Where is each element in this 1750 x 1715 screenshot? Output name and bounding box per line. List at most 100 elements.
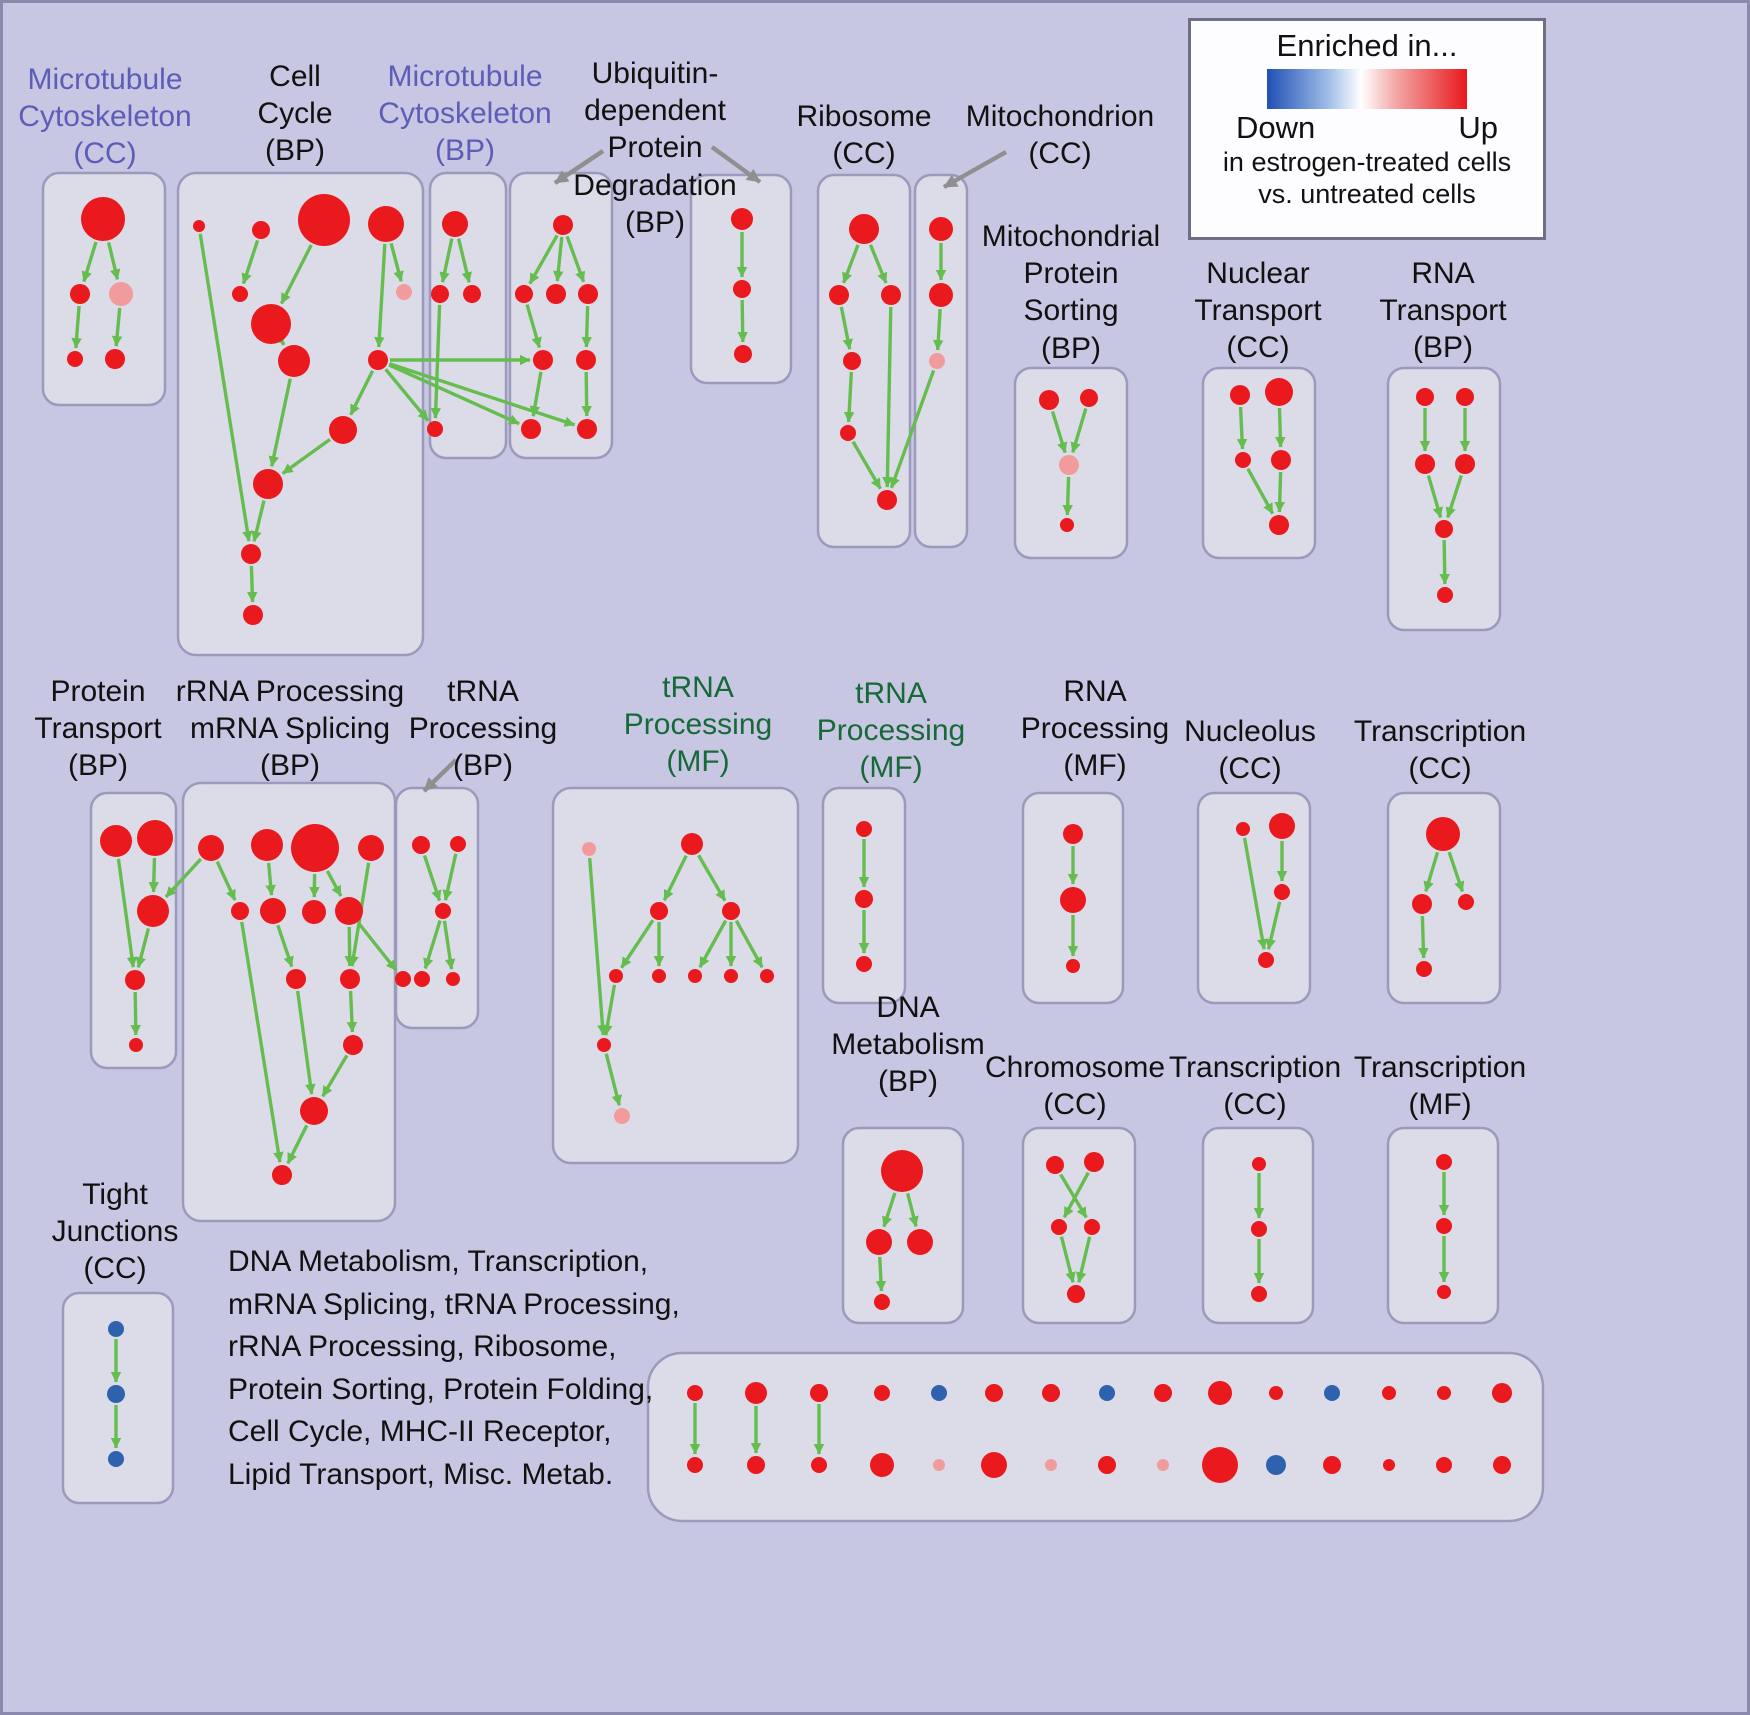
network-edge — [442, 920, 456, 970]
gene-node-red — [302, 900, 326, 924]
group-label-rna-transport-bp: RNA Transport (BP) — [1379, 257, 1507, 365]
gene-node-red — [681, 833, 703, 855]
gene-node-red — [1269, 1386, 1283, 1400]
legend-scale-labels: Down Up — [1236, 110, 1498, 146]
gene-node-blue — [108, 1321, 124, 1337]
network-edge — [71, 305, 82, 349]
network-edge — [241, 239, 260, 285]
gene-node-red — [1437, 1386, 1451, 1400]
gene-node-red — [1271, 450, 1291, 470]
network-diagram — [41, 145, 1545, 1523]
gene-node-red — [450, 836, 466, 852]
gene-node-red — [929, 283, 953, 307]
gene-node-pink — [1059, 455, 1079, 475]
gene-node-red — [881, 285, 901, 305]
gene-node-pink — [582, 842, 596, 856]
network-edge — [81, 241, 98, 283]
gene-node-red — [1265, 378, 1293, 406]
gene-node-red — [427, 421, 443, 437]
gene-node-red — [1067, 1285, 1085, 1303]
gene-node-red — [515, 285, 533, 303]
gene-node-red — [733, 280, 751, 298]
network-edge — [565, 235, 586, 283]
gene-node-pink — [109, 282, 133, 306]
network-edge — [130, 991, 141, 1036]
gene-node-red — [343, 1035, 363, 1055]
legend-subtitle-1: in estrogen-treated cells — [1222, 147, 1512, 177]
network-edge — [389, 242, 404, 282]
gene-node-red — [687, 1457, 703, 1473]
network-edge — [1070, 408, 1088, 454]
network-edge — [1059, 1236, 1076, 1283]
gene-node-red — [1437, 587, 1453, 603]
group-label-trna-processing-bp: tRNA Processing (BP) — [408, 675, 558, 783]
gene-node-red — [231, 902, 249, 920]
group-box-chromosome — [1021, 1126, 1137, 1325]
network-edge — [620, 919, 655, 969]
group-label-transcription-cc-2: Transcription (CC) — [1168, 1051, 1342, 1122]
network-edge — [882, 306, 893, 488]
gene-node-red — [1251, 1286, 1267, 1302]
group-label-rna-processing-mf: RNA Processing (MF) — [1020, 675, 1170, 783]
network-edge — [868, 244, 888, 284]
network-edge — [274, 333, 286, 346]
group-label-microtubule-cytoskeleton-bp: Microtubule Cytoskeleton (BP) — [378, 60, 552, 168]
gene-node-red — [358, 835, 384, 861]
network-edge — [528, 234, 559, 285]
gene-node-red — [1426, 817, 1460, 851]
gene-node-red — [840, 425, 856, 441]
gene-node-red — [70, 284, 90, 304]
gene-node-red — [578, 284, 598, 304]
gene-node-red — [877, 490, 897, 510]
gene-node-red — [129, 1038, 143, 1052]
group-label-trna-processing-mf-2: tRNA Processing (MF) — [816, 677, 966, 785]
gene-node-red — [856, 821, 872, 837]
network-edge — [357, 922, 398, 972]
gene-node-red — [907, 1229, 933, 1255]
network-edge — [933, 308, 944, 351]
network-edge — [148, 857, 160, 893]
network-edge — [286, 1124, 309, 1165]
gene-node-red — [981, 1452, 1007, 1478]
network-edge — [106, 241, 121, 280]
network-edge — [388, 362, 576, 427]
network-edge — [839, 306, 853, 350]
gene-node-red — [1412, 894, 1432, 914]
gene-node-red — [241, 544, 261, 564]
group-box-misc-cluster — [646, 1351, 1545, 1523]
network-edge — [251, 500, 266, 542]
gene-node-red — [1382, 1386, 1396, 1400]
group-label-dna-metabolism-bp: DNA Metabolism (BP) — [831, 991, 985, 1099]
network-edge — [423, 920, 442, 969]
gene-node-red — [1063, 824, 1083, 844]
legend-gradient-bar — [1267, 69, 1467, 109]
gene-node-pink — [614, 1108, 630, 1124]
network-edge — [430, 304, 442, 419]
gene-node-red — [340, 969, 360, 989]
gene-node-red — [300, 1097, 328, 1125]
gene-node-red — [67, 351, 83, 367]
network-edge — [604, 1053, 622, 1106]
gene-node-red — [435, 903, 451, 919]
gene-node-red — [1269, 515, 1289, 535]
legend-up-label: Up — [1458, 110, 1498, 145]
gene-node-red — [1046, 1156, 1064, 1174]
network-edge — [698, 919, 728, 969]
group-box-rna-transport — [1386, 366, 1502, 632]
gene-node-red — [1436, 1154, 1452, 1170]
gene-node-red — [810, 1384, 828, 1402]
legend: Enriched in... Down Up in estrogen-treat… — [1188, 18, 1546, 240]
gene-node-pink — [396, 284, 412, 300]
group-label-chromosome-cc: Chromosome (CC) — [984, 1051, 1166, 1122]
group-label-trna-processing-mf-1: tRNA Processing (MF) — [623, 671, 773, 779]
network-edge — [553, 236, 564, 282]
gene-node-red — [243, 605, 263, 625]
gene-node-red — [463, 285, 481, 303]
gene-node-red — [272, 1165, 292, 1185]
network-edge — [697, 854, 727, 902]
network-edge — [281, 437, 332, 475]
network-edge — [1246, 467, 1275, 515]
gene-node-red — [251, 829, 283, 861]
gene-node-red — [650, 902, 668, 920]
gene-node-red — [1416, 961, 1432, 977]
